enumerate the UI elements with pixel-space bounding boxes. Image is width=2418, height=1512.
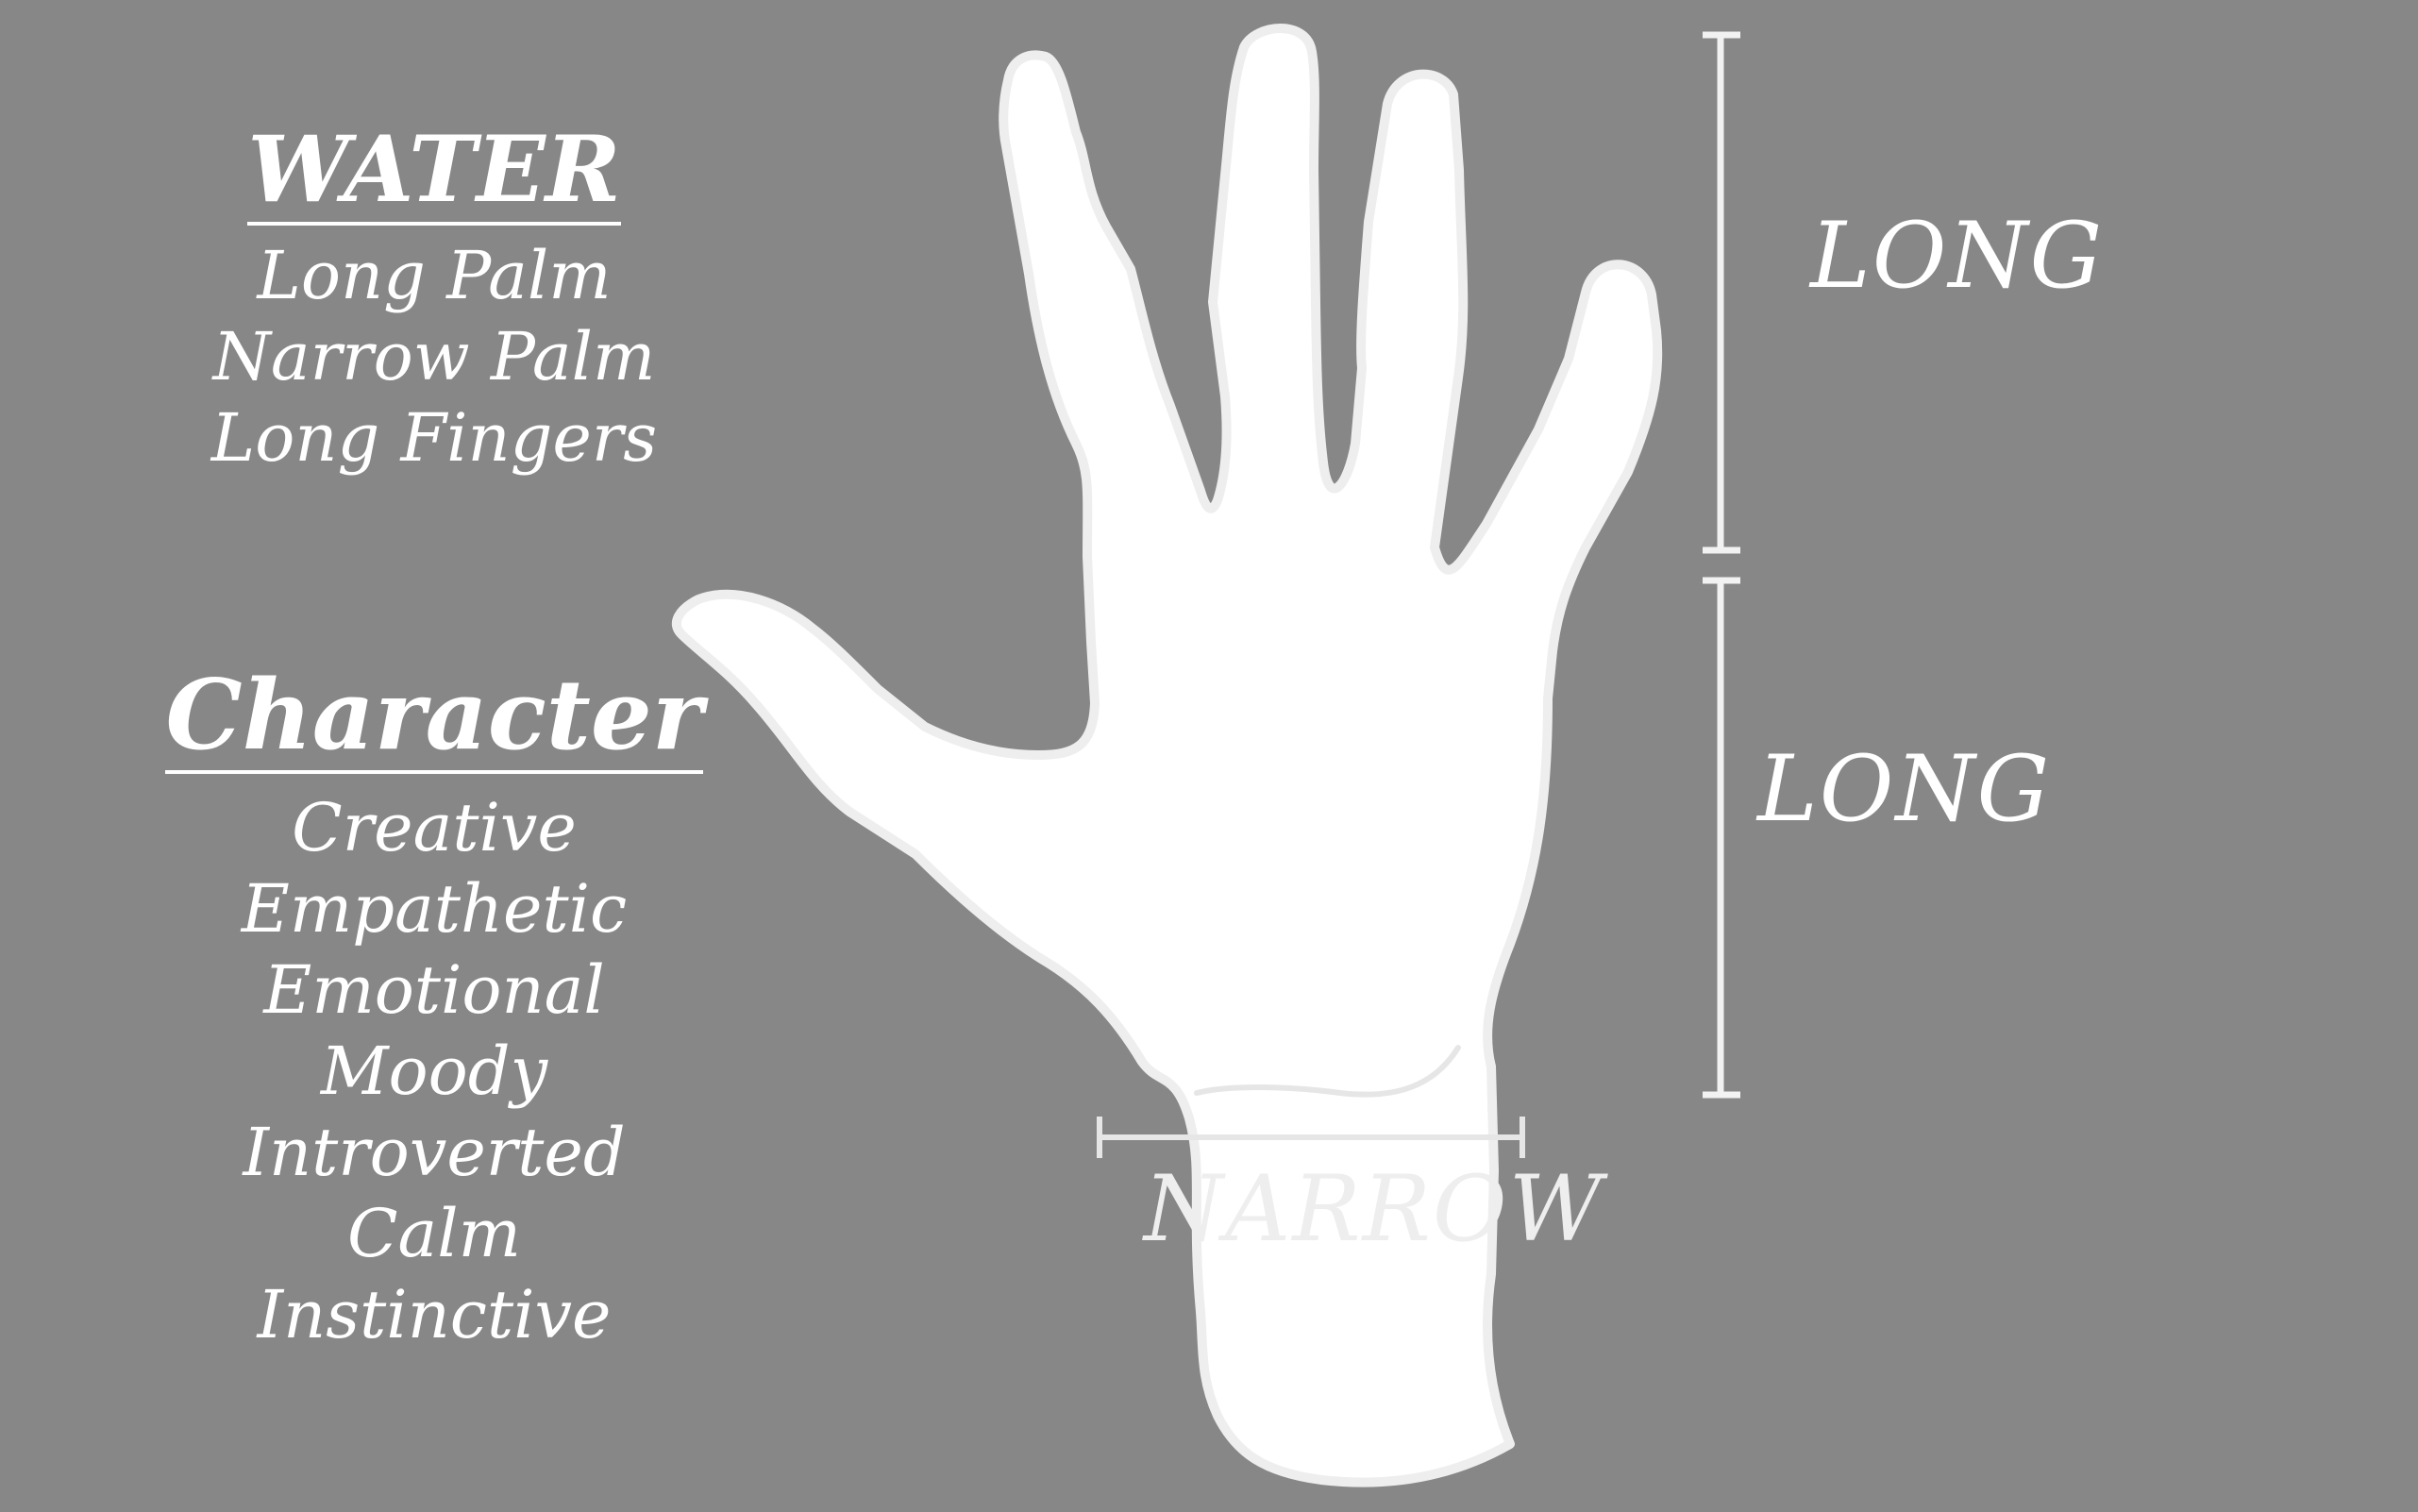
character-trait: Moody xyxy=(320,1033,548,1111)
element-trait: Long Fingers xyxy=(210,398,658,477)
element-traits-list: Long Palm Narrow Palm Long Fingers xyxy=(151,235,717,479)
character-trait: Creative xyxy=(292,789,577,867)
character-trait: Instinctive xyxy=(257,1276,612,1354)
fingers-length-label: LONG xyxy=(1810,203,2105,309)
character-trait: Calm xyxy=(346,1195,522,1273)
palm-length-bracket xyxy=(1703,577,1740,1099)
element-trait: Narrow Palm xyxy=(212,317,656,395)
palm-length-label: LONG xyxy=(1757,736,2052,842)
element-title: WATER xyxy=(247,122,621,226)
palm-width-label: NARROW xyxy=(1144,1156,1604,1262)
character-section: Character Creative Empathetic Emotional … xyxy=(151,664,717,1355)
hand-outline xyxy=(671,24,1663,1487)
character-trait: Introverted xyxy=(243,1114,626,1192)
wrist-crease xyxy=(1194,1045,1461,1098)
character-trait: Emotional xyxy=(263,951,605,1030)
palm-width-bracket xyxy=(1097,1117,1525,1158)
character-traits-list: Creative Empathetic Emotional Moody Intr… xyxy=(151,787,717,1355)
character-title: Character xyxy=(165,664,703,775)
character-trait: Empathetic xyxy=(241,870,628,949)
fingers-length-bracket xyxy=(1703,31,1740,554)
element-trait: Long Palm xyxy=(257,236,612,314)
element-section: WATER Long Palm Narrow Palm Long Fingers xyxy=(151,122,717,479)
